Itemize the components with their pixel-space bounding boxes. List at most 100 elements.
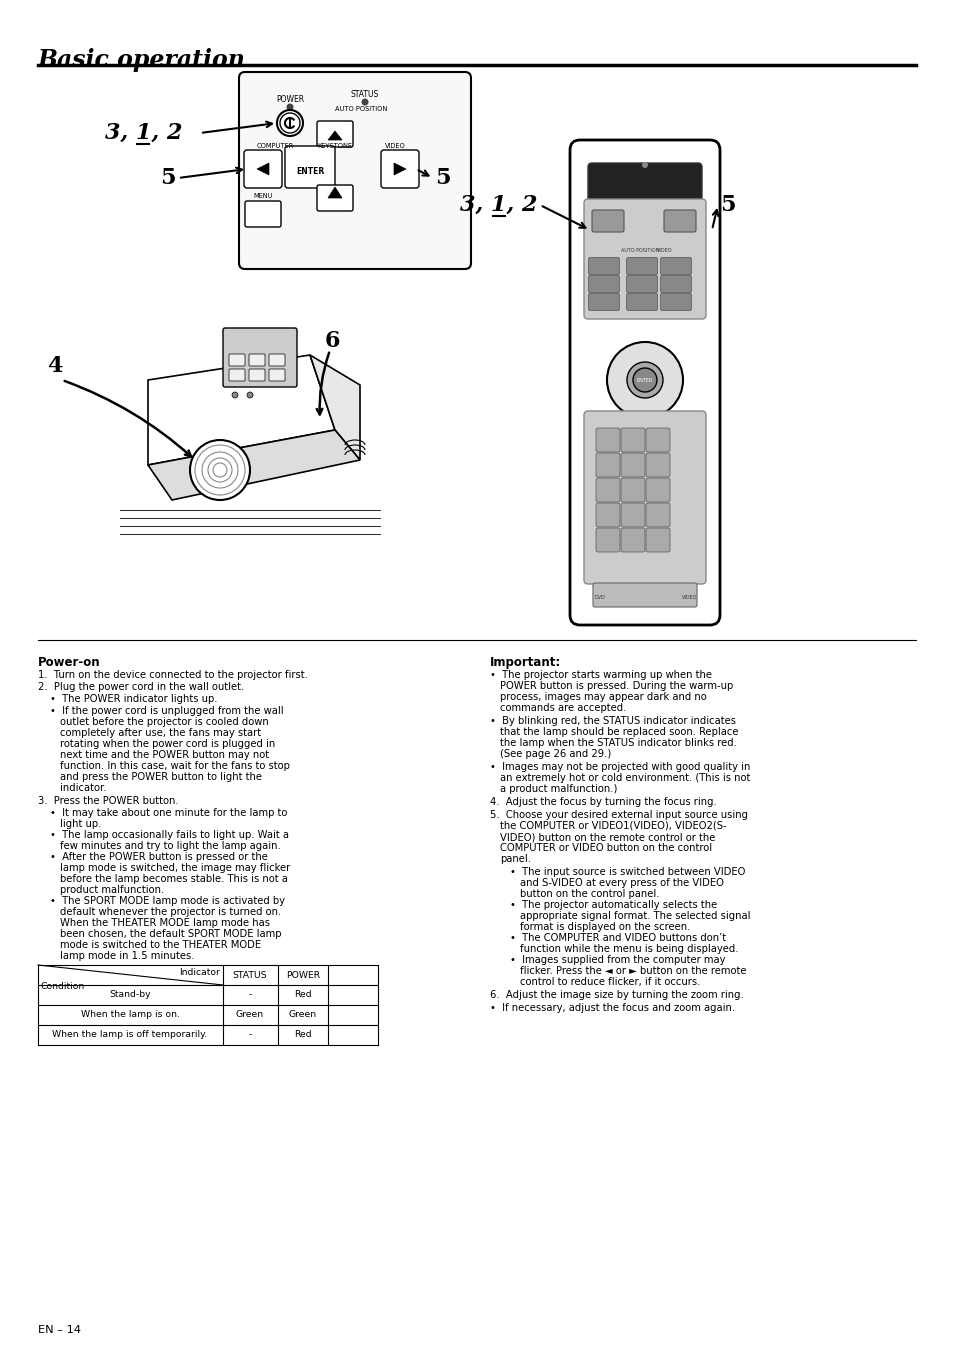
Text: STATUS: STATUS: [233, 971, 267, 979]
Text: mode is switched to the THEATER MODE: mode is switched to the THEATER MODE: [60, 940, 261, 950]
Text: process, images may appear dark and no: process, images may appear dark and no: [499, 692, 706, 703]
Polygon shape: [328, 131, 341, 141]
FancyBboxPatch shape: [645, 503, 669, 527]
Text: •  The COMPUTER and VIDEO buttons don’t: • The COMPUTER and VIDEO buttons don’t: [510, 934, 725, 943]
FancyBboxPatch shape: [593, 584, 697, 607]
Wedge shape: [190, 440, 250, 500]
FancyBboxPatch shape: [249, 354, 265, 366]
FancyBboxPatch shape: [229, 354, 245, 366]
FancyBboxPatch shape: [620, 428, 644, 453]
Text: 1.  Turn on the device connected to the projector first.: 1. Turn on the device connected to the p…: [38, 670, 308, 680]
Circle shape: [361, 99, 368, 105]
Text: COMPUTER or VIDEO button on the control: COMPUTER or VIDEO button on the control: [499, 843, 711, 852]
Text: POWER: POWER: [286, 971, 319, 979]
Text: completely after use, the fans may start: completely after use, the fans may start: [60, 728, 261, 738]
FancyBboxPatch shape: [239, 72, 471, 269]
Text: the COMPUTER or VIDEO1(VIDEO), VIDEO2(S-: the COMPUTER or VIDEO1(VIDEO), VIDEO2(S-: [499, 821, 726, 831]
Text: rotating when the power cord is plugged in: rotating when the power cord is plugged …: [60, 739, 275, 748]
Text: Green: Green: [235, 1011, 264, 1019]
Text: control to reduce flicker, if it occurs.: control to reduce flicker, if it occurs.: [519, 977, 700, 988]
Text: indicator.: indicator.: [60, 784, 107, 793]
FancyBboxPatch shape: [645, 528, 669, 553]
Polygon shape: [394, 163, 406, 176]
Text: 5.  Choose your desired external input source using: 5. Choose your desired external input so…: [490, 811, 747, 820]
FancyBboxPatch shape: [645, 478, 669, 503]
Polygon shape: [328, 186, 341, 199]
Text: appropriate signal format. The selected signal: appropriate signal format. The selected …: [519, 911, 750, 921]
FancyBboxPatch shape: [316, 122, 353, 147]
FancyBboxPatch shape: [269, 354, 285, 366]
Text: light up.: light up.: [60, 819, 101, 830]
Text: 5: 5: [435, 168, 450, 189]
Text: •  The projector automatically selects the: • The projector automatically selects th…: [510, 900, 717, 911]
Text: KEYSTONE: KEYSTONE: [317, 143, 352, 149]
Text: Red: Red: [294, 1029, 312, 1039]
Text: 4.  Adjust the focus by turning the focus ring.: 4. Adjust the focus by turning the focus…: [490, 797, 716, 807]
Text: 3, 1, 2: 3, 1, 2: [459, 195, 537, 216]
FancyBboxPatch shape: [596, 528, 619, 553]
Circle shape: [276, 109, 303, 136]
FancyBboxPatch shape: [659, 293, 691, 311]
Text: default whenever the projector is turned on.: default whenever the projector is turned…: [60, 907, 281, 917]
Text: Basic operation: Basic operation: [38, 49, 246, 72]
Text: Stand-by: Stand-by: [109, 990, 151, 998]
Text: few minutes and try to light the lamp again.: few minutes and try to light the lamp ag…: [60, 842, 280, 851]
FancyBboxPatch shape: [588, 276, 618, 293]
FancyBboxPatch shape: [583, 199, 705, 319]
FancyBboxPatch shape: [245, 201, 281, 227]
FancyBboxPatch shape: [596, 503, 619, 527]
Text: Green: Green: [289, 1011, 316, 1019]
Text: 3.  Press the POWER button.: 3. Press the POWER button.: [38, 796, 178, 807]
Text: POWER: POWER: [275, 95, 304, 104]
Text: been chosen, the default SPORT MODE lamp: been chosen, the default SPORT MODE lamp: [60, 929, 281, 939]
FancyBboxPatch shape: [659, 276, 691, 293]
Text: (See page 26 and 29.): (See page 26 and 29.): [499, 748, 611, 759]
Text: 3, 1, 2: 3, 1, 2: [105, 122, 182, 145]
Circle shape: [247, 392, 253, 399]
Text: product malfunction.: product malfunction.: [60, 885, 164, 894]
Text: panel.: panel.: [499, 854, 531, 865]
FancyBboxPatch shape: [380, 150, 418, 188]
Text: •  The POWER indicator lights up.: • The POWER indicator lights up.: [50, 694, 217, 704]
Text: •  It may take about one minute for the lamp to: • It may take about one minute for the l…: [50, 808, 287, 817]
Text: next time and the POWER button may not: next time and the POWER button may not: [60, 750, 269, 761]
FancyBboxPatch shape: [626, 293, 657, 311]
Text: •  The SPORT MODE lamp mode is activated by: • The SPORT MODE lamp mode is activated …: [50, 896, 285, 907]
Text: 5: 5: [720, 195, 735, 216]
Text: 5: 5: [160, 168, 175, 189]
Text: •  If necessary, adjust the focus and zoom again.: • If necessary, adjust the focus and zoo…: [490, 1002, 735, 1013]
Text: 6.  Adjust the image size by turning the zoom ring.: 6. Adjust the image size by turning the …: [490, 990, 743, 1000]
FancyBboxPatch shape: [229, 369, 245, 381]
Text: STATUS: STATUS: [351, 91, 378, 99]
Text: Condition: Condition: [41, 982, 85, 992]
Text: Important:: Important:: [490, 657, 560, 669]
Text: AUTO POSITION: AUTO POSITION: [620, 249, 659, 253]
Polygon shape: [256, 163, 269, 176]
Text: •  The input source is switched between VIDEO: • The input source is switched between V…: [510, 867, 744, 877]
Circle shape: [641, 162, 647, 168]
FancyBboxPatch shape: [659, 258, 691, 274]
Text: •  After the POWER button is pressed or the: • After the POWER button is pressed or t…: [50, 852, 268, 862]
Text: outlet before the projector is cooled down: outlet before the projector is cooled do…: [60, 717, 269, 727]
FancyBboxPatch shape: [663, 209, 696, 232]
FancyBboxPatch shape: [645, 428, 669, 453]
Text: POWER button is pressed. During the warm-up: POWER button is pressed. During the warm…: [499, 681, 733, 690]
Text: and S-VIDEO at every press of the VIDEO: and S-VIDEO at every press of the VIDEO: [519, 878, 723, 888]
Text: 2.  Plug the power cord in the wall outlet.: 2. Plug the power cord in the wall outle…: [38, 682, 244, 692]
Text: button on the control panel.: button on the control panel.: [519, 889, 659, 898]
Text: Indicator: Indicator: [179, 969, 220, 977]
Text: •  If the power cord is unplugged from the wall: • If the power cord is unplugged from th…: [50, 707, 283, 716]
Text: format is displayed on the screen.: format is displayed on the screen.: [519, 921, 690, 932]
Text: function. In this case, wait for the fans to stop: function. In this case, wait for the fan…: [60, 761, 290, 771]
Text: that the lamp should be replaced soon. Replace: that the lamp should be replaced soon. R…: [499, 727, 738, 738]
Text: •  Images supplied from the computer may: • Images supplied from the computer may: [510, 955, 724, 965]
Polygon shape: [148, 430, 359, 500]
FancyBboxPatch shape: [596, 428, 619, 453]
FancyBboxPatch shape: [620, 478, 644, 503]
FancyBboxPatch shape: [620, 453, 644, 477]
Text: flicker. Press the ◄ or ► button on the remote: flicker. Press the ◄ or ► button on the …: [519, 966, 745, 975]
Polygon shape: [310, 355, 359, 459]
Circle shape: [606, 342, 682, 417]
Text: Red: Red: [294, 990, 312, 998]
Text: •  By blinking red, the STATUS indicator indicates: • By blinking red, the STATUS indicator …: [490, 716, 735, 725]
